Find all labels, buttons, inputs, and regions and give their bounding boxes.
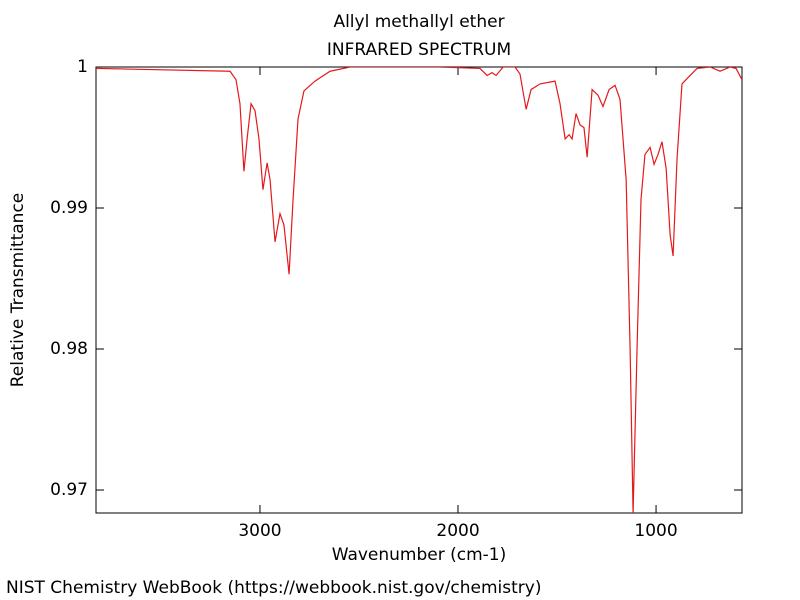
y-tick-label: 0.98 (50, 339, 88, 359)
x-axis-label: Wavenumber (cm-1) (332, 545, 507, 565)
x-tick-label: 3000 (238, 521, 281, 541)
plot-frame (95, 66, 743, 514)
y-tick-label: 0.99 (50, 198, 88, 218)
footer: NIST Chemistry WebBook (https://webbook.… (6, 578, 541, 598)
y-tick-label: 0.97 (50, 480, 88, 500)
x-tick-label: 2000 (436, 521, 479, 541)
y-tick-label: 1 (77, 57, 88, 77)
x-tick-label: 1000 (634, 521, 677, 541)
spectrum-line (96, 67, 742, 513)
chart-subtitle: INFRARED SPECTRUM (327, 40, 511, 60)
chart-title: Allyl methallyl ether (333, 12, 504, 32)
y-axis-label: Relative Transmittance (8, 193, 28, 388)
